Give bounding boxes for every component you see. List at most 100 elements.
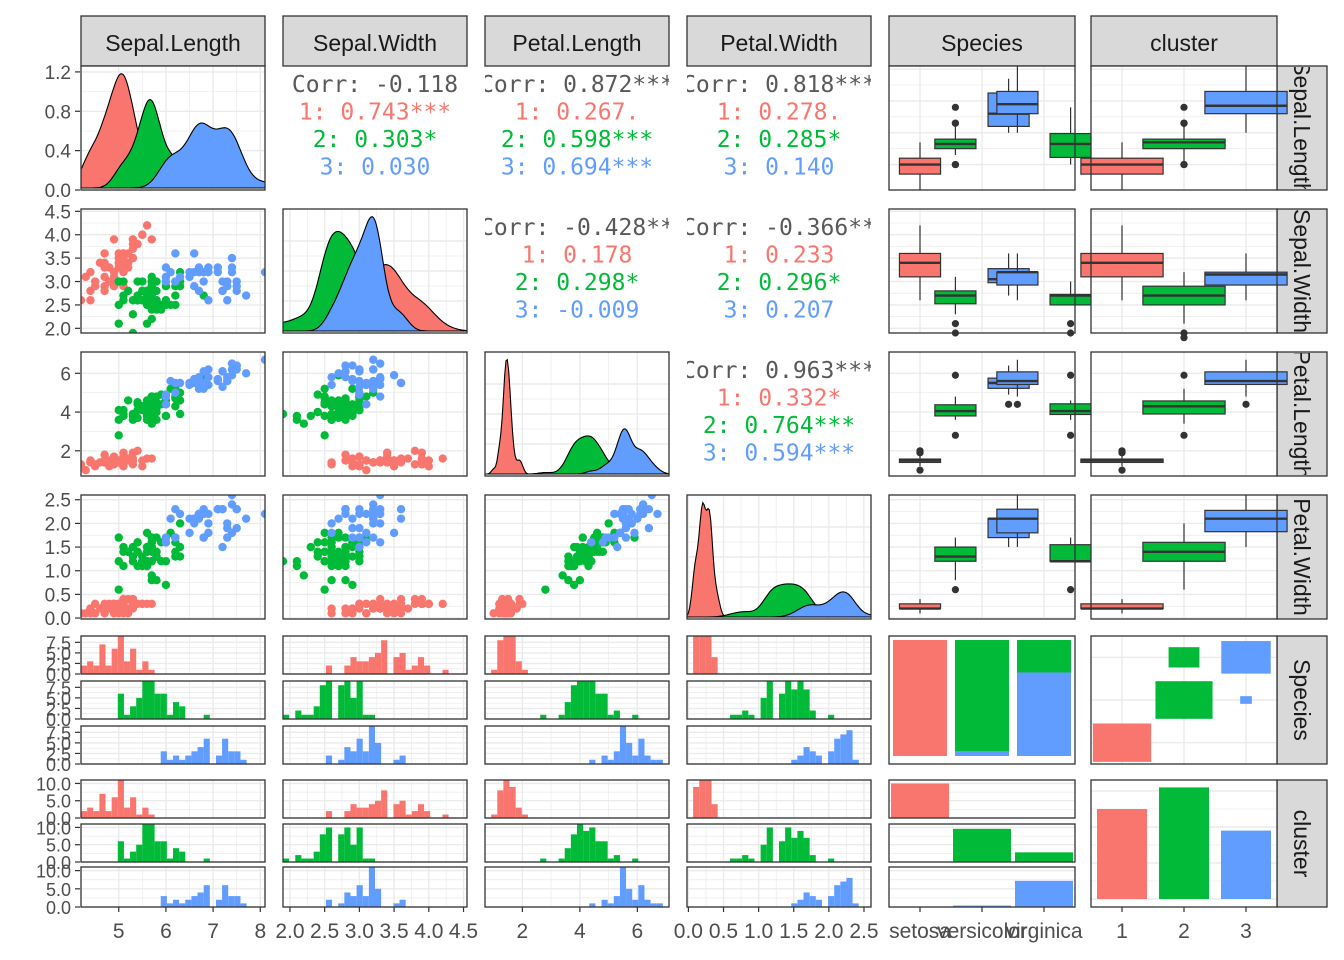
hist-bar-4-2-2-20 [607,759,614,764]
hist-bar-4-1-1-12 [356,681,363,719]
point-r2-c0-108 [119,405,128,415]
point-r2-c0-110 [142,403,152,413]
point-r2-c0-115 [161,400,171,409]
point-r3-c0-103 [147,538,156,547]
point-r2-c1-48 [327,458,336,467]
box-r2-c4-1-1-outlier-0 [1004,400,1013,408]
point-r2-c0-67 [175,409,185,419]
hist-bar-4-1-1-6 [319,685,326,719]
corr-text-1-3-1: 1: 0.233 [724,243,835,269]
ytick-label-r1-5: 4.5 [45,202,71,223]
hist-bar-4-3-2-25 [840,734,847,764]
hist-bar-4-1-2-12 [356,738,363,764]
point-r2-c1-81 [320,384,329,394]
ytick-label-r1-2: 3.0 [45,273,71,294]
point-r3-c0-124 [223,533,232,542]
tile-virginica-2 [1221,641,1271,674]
panel-frame-4-5-636 [1090,635,1278,765]
hist-bar-4-2-0-6 [521,669,528,674]
box-r0-c5-1-outlier-6 [1180,119,1188,127]
hist-bar-5-0-1-16 [179,851,186,862]
ytick-label-r4-2-0: 0.0 [46,755,71,775]
column-strip-label-3: Petal.Width [720,30,838,56]
point-r2-c1-123 [334,369,343,378]
point-r1-c0-110 [142,291,152,300]
hist-bar-5-3-2-18 [797,899,804,907]
hist-bar-5-2-0-5 [515,807,522,818]
hist-4-3-1 [729,681,835,719]
scatter-1-0 [81,221,265,333]
ytick-label-r0-1: 0.4 [45,142,72,163]
hist-bar-4-0-2-18 [191,751,198,764]
point-r1-c0-54 [171,291,180,300]
box-r1-c4-2-1-outlier-1 [1066,320,1075,328]
point-r1-c0-113 [190,249,199,258]
point-r3-c2-72 [564,561,573,571]
tile-virginica-1 [1168,647,1200,668]
point-r3-c2-56 [541,585,550,594]
point-r3-c0-132 [232,523,241,533]
box-r1-c4-1-0-outlier-1 [951,320,960,328]
hist-bar-4-0-0-2 [93,665,100,674]
point-r1-c0-146 [175,272,185,282]
point-r2-c1-11 [348,462,357,471]
panel-frame-1-0-209 [80,208,266,334]
point-r3-c1-116 [396,504,406,514]
hist-bar-5-3-1-12 [760,844,767,862]
corr-text-1-2-2: 2: 0.298* [515,270,640,296]
hist-bar-4-3-1-10 [748,714,755,719]
panel-frame-5-4-780 [888,779,1076,819]
xtick-label-c1-5: 4.5 [449,920,478,943]
column-strip-0 [80,15,266,67]
box-r0-c4-1-0-outlier-5 [951,119,960,127]
point-r1-c0-98 [138,277,147,286]
point-r2-c1-64 [320,411,329,421]
point-r2-c1-102 [313,390,322,399]
hist-bar-5-2-1-16 [583,830,590,862]
point-r3-c2-117 [613,542,622,552]
point-r2-c1-124 [348,376,357,386]
hist-bar-4-1-0-11 [350,657,357,674]
xtick-label-cluster-1: 2 [1178,920,1190,943]
hist-bar-5-1-1-12 [356,827,363,862]
hist-bar-4-3-2-27 [852,759,859,764]
corr-text-1-3-2: 2: 0.296* [717,270,842,296]
xtick-label-Species-2: virginica [1005,920,1082,943]
point-r1-c0-109 [133,296,142,305]
hist-bar-4-2-0-3 [503,636,510,674]
density-0 [81,73,265,189]
hist-bar-5-0-1-14 [166,858,173,862]
point-r3-c2-148 [636,509,645,519]
hist-5-3-0 [693,780,718,818]
hist-bar-4-2-1-18 [595,693,602,719]
ytick-label-r5-0-0: 0.0 [46,809,71,829]
hist-bar-4-1-2-14 [368,726,375,764]
hist-bar-4-3-1-7 [729,714,737,719]
point-r3-c2-48 [500,604,510,613]
panel-frame-0-5-66 [1090,65,1278,191]
xtick-label-c1-1: 2.5 [310,920,339,943]
point-r3-c0-105 [142,561,152,571]
point-r3-c2-31 [515,594,524,604]
panel-frame-3-3-495 [686,494,872,620]
point-r2-c1-104 [272,406,280,414]
row-strip-label-5: cluster [1289,810,1315,878]
hist-bar-5-2-0-3 [503,780,510,818]
point-r3-c1-84 [341,557,350,566]
hist-5-1-2 [325,867,406,907]
point-r1-c0-143 [204,263,213,272]
hist-bar-4-0-1-11 [148,681,155,719]
panel-frame-5-1-867 [282,866,468,908]
point-r2-c1-14 [410,460,420,469]
point-r2-c0-56 [114,431,123,440]
row-strip-label-4: Species [1289,659,1315,741]
hist-bar-5-0-2-22 [215,899,223,907]
point-r3-c0-145 [185,528,194,538]
point-r1-c0-62 [128,310,138,319]
hist-bar-4-0-2-19 [197,747,204,764]
point-r1-c0-28 [142,221,152,230]
species-bar-virginica-2 [1017,672,1071,756]
point-r2-c1-8 [424,462,434,471]
hist-bar-5-0-1-13 [160,841,167,862]
corr-text-1-3-0: Corr: -0.366** [682,215,876,241]
